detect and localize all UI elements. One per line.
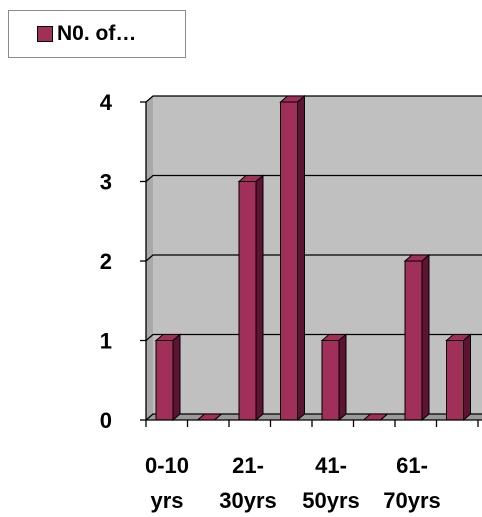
bar (320, 333, 348, 422)
axes (140, 101, 482, 427)
bar-side (172, 333, 181, 422)
gridline (145, 333, 482, 341)
x-tick-labels: 0-10 yrs 21-30yrs 41-50yrs 61-70yrs (145, 453, 441, 513)
bar-side (380, 413, 388, 421)
bar (279, 94, 306, 422)
bar-front (321, 340, 340, 421)
gridline (145, 254, 482, 262)
y-tick-label: 2 (100, 249, 112, 274)
x-tick-label: 41-50yrs (302, 453, 360, 513)
x-tick-label: 0-10 yrs (145, 453, 189, 513)
y-tick-label: 1 (100, 329, 112, 354)
gridline (145, 174, 482, 182)
bar-side (338, 333, 347, 422)
gridline (145, 95, 482, 103)
floor (146, 414, 482, 420)
plot-area (146, 96, 482, 420)
bars (154, 94, 472, 422)
y-tick-label: 3 (100, 170, 112, 195)
bar-side (421, 253, 430, 422)
bar (154, 333, 182, 422)
y-tick-labels: 0 1 2 3 4 (100, 90, 113, 433)
bar-side (463, 333, 471, 422)
legend-label: N0. of… (57, 22, 137, 45)
bar-front (280, 101, 298, 421)
bar (445, 333, 472, 422)
x-tick-label: 21-30yrs (219, 453, 277, 513)
bar-side (297, 94, 305, 422)
y-tick-label: 0 (100, 408, 112, 433)
bar-front (155, 340, 174, 421)
legend-swatch (37, 26, 53, 42)
bar-front (238, 181, 257, 421)
x-tick-label: 61-70yrs (383, 453, 441, 513)
legend: N0. of… (8, 10, 186, 58)
bar (237, 174, 265, 422)
bar-side (255, 174, 264, 422)
bar (403, 253, 431, 422)
bar-front (446, 340, 464, 421)
bar-side (214, 413, 222, 421)
y-tick-label: 4 (100, 90, 113, 115)
bar-front (404, 260, 423, 421)
